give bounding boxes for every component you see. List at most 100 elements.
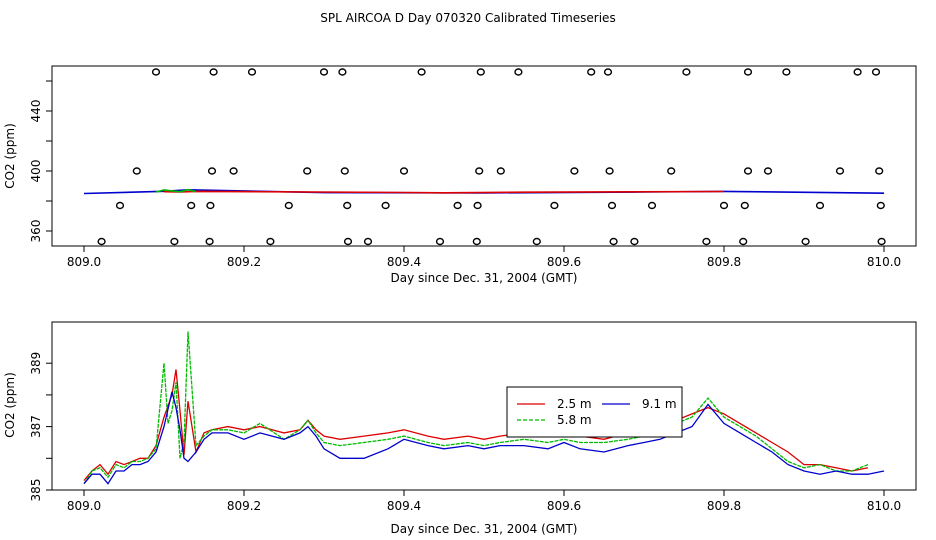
bottom-y-axis-label: CO2 (ppm) xyxy=(3,372,17,438)
bottom-plot-frame xyxy=(51,321,917,491)
series-line-red xyxy=(163,190,725,194)
calibration-point xyxy=(399,167,409,175)
calibration-point xyxy=(476,68,485,76)
calibration-point xyxy=(363,237,373,246)
calibration-point xyxy=(587,68,596,76)
y-tick-label: 440 xyxy=(29,100,43,123)
calibration-point xyxy=(340,167,349,175)
x-tick-label: 809.8 xyxy=(707,499,741,513)
bottom-x-ticks: 809.0 809.2 809.4 809.6 809.8 810.0 xyxy=(67,490,901,513)
calibration-point xyxy=(473,201,482,210)
calibration-point xyxy=(187,201,196,210)
calibration-point xyxy=(170,237,179,246)
calibration-point xyxy=(514,68,523,76)
top-y-ticks: 360 400 440 xyxy=(29,80,52,243)
calibration-point xyxy=(682,68,691,76)
calibration-point xyxy=(667,167,676,175)
legend-label-9.1m: 9.1 m xyxy=(642,397,677,411)
x-tick-label: 809.2 xyxy=(227,255,261,269)
legend-label-5.8m: 5.8 m xyxy=(557,413,592,427)
calibration-point xyxy=(475,167,484,175)
calibration-point xyxy=(743,167,753,175)
calibration-point xyxy=(229,167,238,175)
top-x-axis-label: Day since Dec. 31, 2004 (GMT) xyxy=(391,271,578,285)
legend-box xyxy=(506,386,683,438)
calibration-point xyxy=(763,167,773,175)
x-tick-label: 809.6 xyxy=(547,255,581,269)
bottom-plot-marks xyxy=(83,331,885,485)
calibration-point xyxy=(647,201,657,210)
calibration-point xyxy=(303,167,312,175)
calibration-point xyxy=(815,201,825,210)
calibration-point xyxy=(702,237,711,246)
calibration-point xyxy=(630,237,639,246)
calibration-point xyxy=(801,237,810,246)
calibration-point xyxy=(381,201,390,210)
calibration-point xyxy=(247,68,257,76)
calibration-point xyxy=(550,201,559,210)
calibration-point xyxy=(132,167,141,175)
calibration-point xyxy=(740,201,749,210)
bottom-panel: 809.0 809.2 809.4 809.6 809.8 810.0 385 387 389… xyxy=(3,321,917,536)
top-x-ticks: 809.0 809.2 809.4 809.6 809.8 810.0 xyxy=(67,246,901,269)
calibration-point xyxy=(417,68,426,76)
calibration-point xyxy=(853,68,862,76)
calibration-point xyxy=(871,68,881,76)
calibration-point xyxy=(205,237,214,246)
series-line-green xyxy=(155,188,197,193)
x-tick-label: 809.6 xyxy=(547,499,581,513)
calibration-point xyxy=(453,201,462,210)
top-plot-frame xyxy=(51,65,917,247)
calibration-point xyxy=(782,68,791,76)
legend: 2.5 m 5.8 m 9.1 m xyxy=(506,386,683,438)
calibration-point xyxy=(472,237,481,246)
x-tick-label: 809.0 xyxy=(67,499,101,513)
x-tick-label: 809.4 xyxy=(387,255,421,269)
calibration-point xyxy=(435,237,445,246)
top-panel: 809.0 809.2 809.4 809.6 809.8 810.0 360 400 440… xyxy=(3,65,917,285)
calibration-point xyxy=(719,201,729,210)
x-tick-label: 809.4 xyxy=(387,499,421,513)
calibration-point xyxy=(605,167,614,175)
series-line-2.5m xyxy=(83,369,869,481)
calibration-point xyxy=(206,201,215,210)
calibration-point xyxy=(877,237,886,246)
top-plot-marks xyxy=(83,68,886,246)
calibration-point xyxy=(876,201,885,210)
calibration-point xyxy=(532,237,541,246)
calibration-point xyxy=(835,167,845,175)
figure-title: SPL AIRCOA D Day 070320 Calibrated Times… xyxy=(320,11,615,25)
y-tick-label: 389 xyxy=(29,352,43,375)
bottom-x-axis-label: Day since Dec. 31, 2004 (GMT) xyxy=(391,522,578,536)
calibration-point xyxy=(739,237,748,246)
calibration-point xyxy=(209,68,218,76)
calibration-point xyxy=(338,68,347,76)
calibration-point xyxy=(115,201,125,210)
calibration-point xyxy=(875,167,884,175)
calibration-point xyxy=(343,201,352,210)
calibration-point xyxy=(319,68,329,76)
calibration-point xyxy=(266,237,275,246)
y-tick-label: 385 xyxy=(29,479,43,502)
legend-label-2.5m: 2.5 m xyxy=(557,397,592,411)
top-y-axis-label: CO2 (ppm) xyxy=(3,123,17,189)
y-tick-label: 400 xyxy=(29,160,43,183)
x-tick-label: 809.0 xyxy=(67,255,101,269)
series-line-9.1m xyxy=(83,391,885,485)
calibration-point xyxy=(743,68,753,76)
y-tick-label: 387 xyxy=(29,415,43,438)
calibration-point xyxy=(609,237,618,246)
calibration-point xyxy=(284,201,293,210)
calibration-point xyxy=(496,167,505,175)
series-line-5.8m xyxy=(83,331,869,485)
x-tick-label: 810.0 xyxy=(867,499,901,513)
calibration-point xyxy=(343,237,353,246)
calibration-point xyxy=(570,167,579,175)
calibration-point xyxy=(603,68,613,76)
calibration-point xyxy=(97,237,106,246)
calibration-point xyxy=(151,68,161,76)
calibration-point xyxy=(607,201,617,210)
y-tick-label: 360 xyxy=(29,220,43,243)
x-tick-label: 809.8 xyxy=(707,255,741,269)
